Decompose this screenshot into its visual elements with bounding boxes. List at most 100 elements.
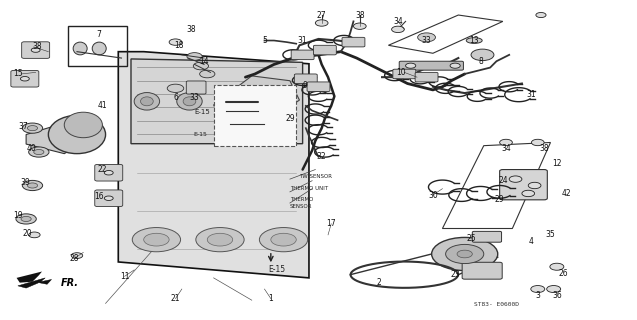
- Text: 38: 38: [187, 25, 196, 34]
- Text: 3: 3: [535, 291, 540, 300]
- FancyBboxPatch shape: [499, 170, 547, 200]
- Ellipse shape: [64, 112, 103, 138]
- Text: 32: 32: [317, 152, 327, 161]
- Text: E-15: E-15: [194, 132, 207, 137]
- Ellipse shape: [262, 92, 287, 110]
- Text: 35: 35: [546, 230, 555, 239]
- Text: 27: 27: [317, 11, 327, 20]
- FancyBboxPatch shape: [291, 50, 314, 60]
- Ellipse shape: [219, 92, 245, 110]
- Ellipse shape: [183, 97, 196, 106]
- Ellipse shape: [176, 92, 202, 110]
- Bar: [68, 26, 127, 66]
- Text: 8: 8: [478, 57, 483, 66]
- Text: 39: 39: [20, 178, 30, 187]
- Ellipse shape: [134, 92, 160, 110]
- Text: TW SENSOR: TW SENSOR: [299, 173, 333, 179]
- Circle shape: [457, 250, 472, 258]
- Text: 6: 6: [173, 93, 178, 102]
- Text: 34: 34: [501, 144, 511, 153]
- Text: 38: 38: [540, 144, 549, 153]
- FancyBboxPatch shape: [95, 164, 123, 181]
- Circle shape: [31, 48, 40, 52]
- Text: 5: 5: [262, 36, 267, 45]
- Text: ST83- E0600D: ST83- E0600D: [474, 301, 519, 307]
- Text: 29: 29: [285, 114, 295, 123]
- Circle shape: [21, 216, 31, 221]
- Text: 38: 38: [32, 42, 43, 52]
- Circle shape: [450, 63, 461, 68]
- Text: 24: 24: [498, 176, 508, 185]
- Text: 31: 31: [527, 90, 536, 99]
- Circle shape: [132, 228, 180, 252]
- Circle shape: [29, 147, 49, 157]
- Ellipse shape: [466, 38, 482, 44]
- Circle shape: [354, 23, 366, 29]
- FancyBboxPatch shape: [313, 45, 336, 55]
- Circle shape: [536, 12, 546, 18]
- Text: 18: 18: [174, 41, 183, 50]
- Circle shape: [20, 76, 29, 81]
- Circle shape: [531, 285, 545, 292]
- Text: 30: 30: [428, 190, 438, 200]
- Circle shape: [207, 233, 233, 246]
- Text: E-15: E-15: [269, 265, 286, 274]
- Circle shape: [144, 233, 169, 246]
- Circle shape: [509, 176, 522, 182]
- FancyBboxPatch shape: [186, 81, 206, 94]
- Text: 34: 34: [393, 17, 403, 26]
- FancyBboxPatch shape: [11, 70, 39, 87]
- Text: 36: 36: [552, 291, 562, 300]
- Circle shape: [259, 228, 308, 252]
- Polygon shape: [18, 278, 52, 288]
- Polygon shape: [213, 76, 299, 124]
- Circle shape: [432, 237, 497, 270]
- Circle shape: [547, 285, 561, 292]
- Text: 4: 4: [529, 237, 534, 246]
- Ellipse shape: [268, 97, 281, 106]
- Text: 1: 1: [268, 294, 273, 303]
- Circle shape: [22, 123, 43, 133]
- Circle shape: [187, 52, 202, 60]
- Text: 26: 26: [559, 268, 568, 278]
- Text: 9: 9: [302, 81, 307, 90]
- Text: 11: 11: [120, 272, 129, 281]
- Text: 13: 13: [469, 36, 479, 45]
- Circle shape: [531, 139, 544, 146]
- Text: 17: 17: [326, 219, 336, 228]
- Text: 41: 41: [97, 101, 107, 110]
- Circle shape: [27, 125, 38, 131]
- Text: 42: 42: [562, 189, 571, 198]
- Circle shape: [418, 33, 436, 42]
- Circle shape: [104, 196, 113, 200]
- Text: 33: 33: [422, 36, 431, 45]
- Ellipse shape: [225, 97, 238, 106]
- Circle shape: [168, 84, 183, 92]
- FancyBboxPatch shape: [307, 82, 330, 92]
- Circle shape: [406, 63, 416, 68]
- FancyBboxPatch shape: [22, 42, 50, 58]
- Polygon shape: [26, 116, 99, 154]
- Circle shape: [271, 233, 296, 246]
- Circle shape: [71, 253, 83, 259]
- Ellipse shape: [73, 42, 87, 55]
- Circle shape: [196, 228, 244, 252]
- Text: 23: 23: [450, 270, 460, 279]
- Circle shape: [499, 139, 512, 146]
- Circle shape: [528, 182, 541, 189]
- Text: 28: 28: [69, 254, 78, 263]
- FancyBboxPatch shape: [415, 72, 438, 82]
- Text: SENSOR: SENSOR: [290, 204, 312, 209]
- Circle shape: [104, 171, 113, 175]
- Circle shape: [22, 180, 43, 191]
- Text: 10: 10: [396, 68, 406, 77]
- FancyBboxPatch shape: [393, 69, 416, 79]
- Text: 40: 40: [26, 144, 36, 153]
- Text: 12: 12: [552, 159, 562, 168]
- Text: 37: 37: [18, 122, 28, 131]
- Text: THERMO UNIT: THERMO UNIT: [290, 186, 328, 191]
- Circle shape: [522, 190, 534, 197]
- Text: 2: 2: [376, 278, 382, 287]
- Circle shape: [27, 183, 38, 188]
- FancyBboxPatch shape: [399, 61, 464, 70]
